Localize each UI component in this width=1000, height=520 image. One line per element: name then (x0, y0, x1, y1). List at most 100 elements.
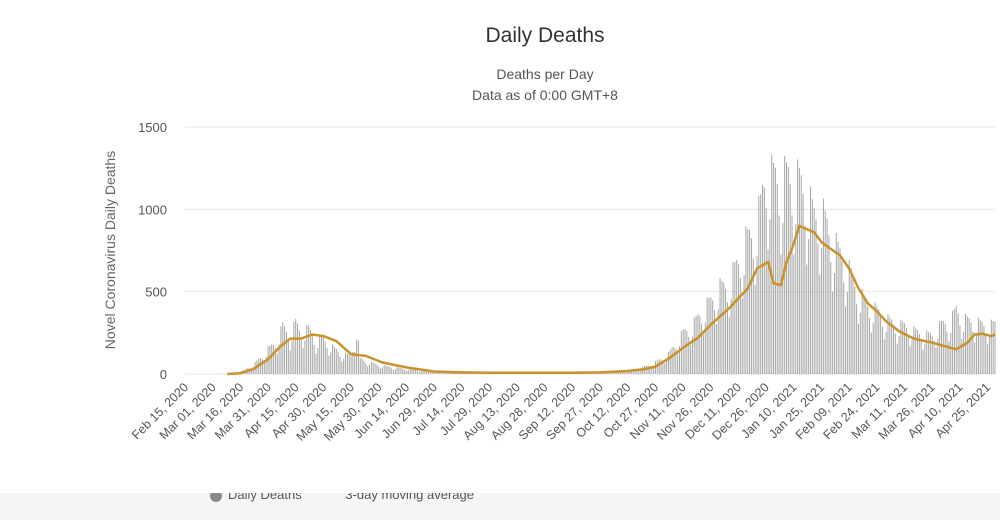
bar[interactable] (839, 248, 841, 374)
bar[interactable] (365, 363, 367, 374)
bar[interactable] (714, 310, 716, 374)
bar[interactable] (407, 370, 409, 374)
bar[interactable] (732, 262, 734, 374)
bar[interactable] (887, 314, 889, 374)
bar[interactable] (627, 371, 629, 374)
bar[interactable] (900, 319, 902, 374)
bar[interactable] (898, 335, 900, 374)
bar[interactable] (988, 336, 990, 374)
bar[interactable] (985, 334, 987, 374)
bar[interactable] (726, 302, 728, 374)
bar[interactable] (994, 321, 996, 374)
bar[interactable] (678, 346, 680, 374)
bar[interactable] (865, 298, 867, 374)
bar[interactable] (907, 336, 909, 374)
bar[interactable] (398, 367, 400, 374)
bar[interactable] (881, 326, 883, 374)
bar[interactable] (621, 371, 623, 374)
bar[interactable] (380, 368, 382, 374)
bar[interactable] (773, 163, 775, 374)
bar[interactable] (944, 324, 946, 374)
bar[interactable] (815, 219, 817, 374)
bar[interactable] (400, 368, 402, 374)
bar[interactable] (874, 302, 876, 374)
bar[interactable] (750, 238, 752, 374)
bar[interactable] (928, 332, 930, 374)
bar[interactable] (333, 346, 335, 374)
bar[interactable] (352, 351, 354, 374)
bar[interactable] (363, 360, 365, 374)
legend-item-moving-average[interactable]: 3-day moving average (345, 493, 474, 502)
bar[interactable] (356, 339, 358, 374)
bar[interactable] (376, 364, 378, 374)
bar[interactable] (673, 346, 675, 374)
bar[interactable] (634, 369, 636, 374)
bar[interactable] (970, 322, 972, 374)
bar[interactable] (846, 291, 848, 374)
bar[interactable] (760, 194, 762, 374)
bar[interactable] (426, 370, 428, 374)
bar[interactable] (345, 352, 347, 374)
bar[interactable] (289, 350, 291, 374)
bar[interactable] (446, 372, 448, 374)
bar[interactable] (885, 331, 887, 374)
bar[interactable] (738, 264, 740, 374)
bar[interactable] (274, 348, 276, 374)
bar[interactable] (623, 371, 625, 374)
bar[interactable] (832, 291, 834, 374)
bar[interactable] (265, 356, 267, 374)
bar[interactable] (937, 339, 939, 374)
bar[interactable] (883, 339, 885, 374)
bar[interactable] (664, 363, 666, 374)
bar[interactable] (326, 348, 328, 374)
bar[interactable] (422, 370, 424, 374)
bar[interactable] (348, 354, 350, 374)
bar[interactable] (359, 357, 361, 374)
bar[interactable] (741, 298, 743, 374)
bar[interactable] (854, 286, 856, 374)
bar[interactable] (413, 369, 415, 374)
bar[interactable] (428, 371, 430, 374)
bar[interactable] (824, 210, 826, 374)
bar[interactable] (669, 349, 671, 374)
bar[interactable] (963, 331, 965, 374)
bar[interactable] (780, 254, 782, 374)
bar[interactable] (833, 273, 835, 374)
bar[interactable] (680, 330, 682, 374)
bar[interactable] (337, 352, 339, 374)
bar[interactable] (710, 297, 712, 374)
bar[interactable] (734, 261, 736, 374)
bar[interactable] (793, 254, 795, 374)
bar[interactable] (647, 365, 649, 374)
bar[interactable] (442, 372, 444, 374)
bar[interactable] (311, 336, 313, 374)
bar[interactable] (913, 326, 915, 374)
bar[interactable] (271, 344, 273, 374)
bar[interactable] (372, 362, 374, 374)
bar[interactable] (896, 343, 898, 374)
bar[interactable] (378, 366, 380, 374)
bar[interactable] (762, 184, 764, 374)
bar[interactable] (861, 288, 863, 374)
bar[interactable] (666, 359, 668, 374)
bar[interactable] (715, 324, 717, 374)
bar[interactable] (870, 332, 872, 374)
bar[interactable] (387, 366, 389, 374)
bar[interactable] (905, 328, 907, 374)
bar[interactable] (354, 351, 356, 374)
bar[interactable] (651, 367, 653, 374)
bar[interactable] (942, 320, 944, 374)
bar[interactable] (304, 340, 306, 374)
bar[interactable] (754, 285, 756, 374)
bar[interactable] (361, 358, 363, 374)
bar[interactable] (370, 361, 372, 374)
bar[interactable] (828, 235, 830, 374)
bar[interactable] (424, 370, 426, 374)
bar[interactable] (269, 345, 271, 374)
bar[interactable] (867, 306, 869, 374)
bar[interactable] (891, 319, 893, 374)
bar[interactable] (747, 229, 749, 374)
bar[interactable] (297, 323, 299, 374)
bar[interactable] (889, 317, 891, 374)
bar[interactable] (939, 321, 941, 374)
